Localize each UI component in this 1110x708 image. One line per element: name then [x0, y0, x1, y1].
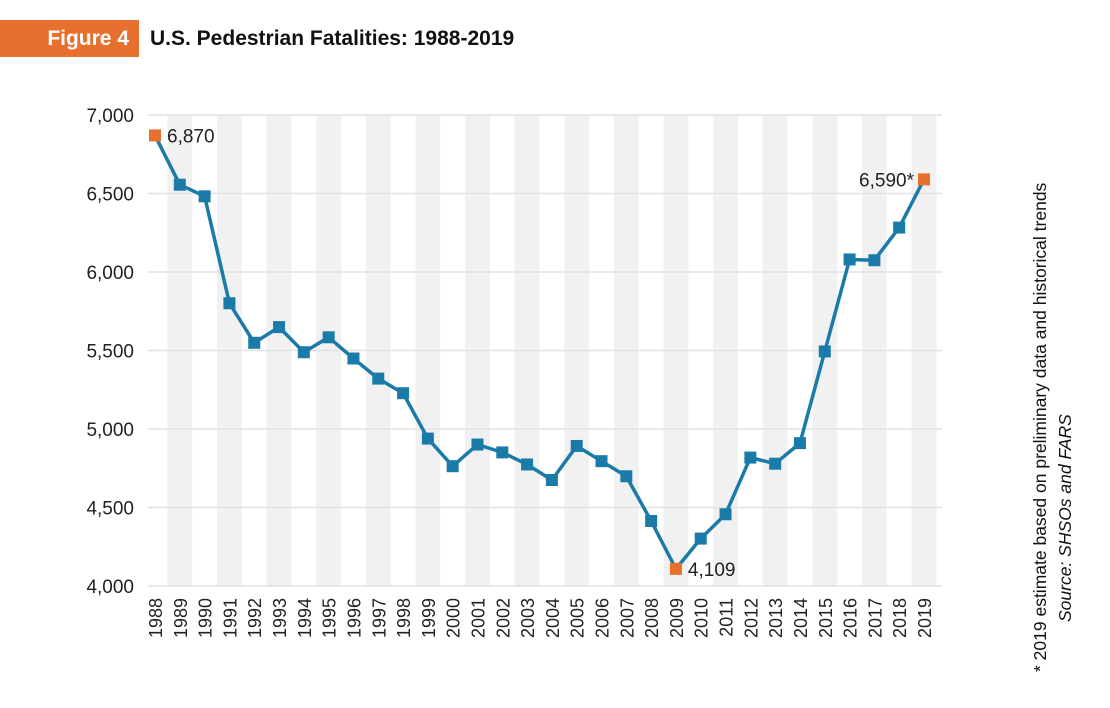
y-tick-label: 7,000	[86, 106, 134, 127]
x-tick-label: 2015	[816, 598, 836, 638]
x-tick-label: 2001	[468, 598, 488, 638]
data-marker-2003	[521, 458, 534, 471]
x-tick-label: 1998	[394, 598, 414, 638]
data-marker-1989	[173, 178, 186, 191]
y-tick-label: 6,500	[86, 185, 134, 206]
y-tick-label: 6,000	[86, 263, 134, 284]
data-labels: 6,870 4,109 6,590*	[167, 126, 915, 580]
y-tick-label: 5,000	[86, 420, 134, 441]
data-marker-2011	[719, 508, 732, 521]
figure-label: Figure 4	[0, 20, 139, 57]
data-marker-2015	[818, 345, 831, 358]
data-marker-1996	[347, 352, 360, 365]
x-tick-label: 2009	[667, 598, 687, 638]
x-tick-label: 1994	[295, 598, 315, 638]
data-marker-1999	[421, 432, 434, 445]
x-tick-label: 2012	[741, 598, 761, 638]
x-tick-label: 1997	[369, 598, 389, 638]
data-marker-2012	[744, 451, 757, 464]
x-tick-label: 1990	[196, 598, 216, 638]
data-marker-1994	[297, 346, 310, 359]
x-tick-label: 1999	[419, 598, 439, 638]
x-tick-label: 2008	[642, 598, 662, 638]
x-tick-label: 2007	[617, 598, 637, 638]
data-marker-2005	[570, 439, 583, 452]
y-tick-label: 4,500	[86, 499, 134, 520]
estimate-footnote: * 2019 estimate based on preliminary dat…	[1030, 182, 1050, 672]
line-chart: 4,000 4,500 5,000 5,500 6,000 6,500 7,000 1988…	[86, 106, 942, 638]
x-axis-tick-labels: 1988 1989 1990 1991 1992 1993 1994 1995 1996 1997…	[146, 598, 935, 638]
highlight-marker-1988	[149, 129, 161, 142]
x-tick-label: 1993	[270, 598, 290, 638]
gridlines	[148, 114, 942, 587]
data-label-2009: 4,109	[688, 560, 736, 581]
x-tick-label: 2010	[692, 598, 712, 638]
x-tick-label: 1991	[220, 598, 240, 638]
data-marker-1997	[372, 372, 385, 385]
data-label-1988: 6,870	[167, 126, 215, 147]
data-label-2019: 6,590*	[859, 170, 915, 191]
data-marker-1998	[397, 387, 410, 400]
highlight-marker-2019	[918, 173, 930, 186]
x-tick-label: 2000	[444, 598, 464, 638]
source-note: Source: SHSOs and FARS	[1055, 414, 1075, 622]
data-marker-1993	[273, 321, 286, 334]
x-tick-label: 2006	[593, 598, 613, 638]
x-tick-label: 2003	[518, 598, 538, 638]
data-marker-2016	[843, 253, 856, 266]
x-tick-label: 1989	[171, 598, 191, 638]
x-tick-label: 2014	[791, 598, 811, 638]
data-marker-2002	[496, 446, 509, 459]
data-marker-2004	[545, 474, 558, 487]
x-tick-label: 2011	[717, 598, 737, 637]
x-tick-label: 1988	[146, 598, 166, 638]
x-tick-label: 2018	[890, 598, 910, 638]
x-tick-label: 2017	[865, 598, 885, 638]
data-marker-2014	[793, 437, 806, 450]
data-marker-2008	[645, 515, 658, 528]
x-tick-label: 2005	[568, 598, 588, 638]
y-axis-tick-labels: 4,000 4,500 5,000 5,500 6,000 6,500 7,000	[86, 106, 134, 598]
data-marker-2007	[620, 470, 633, 483]
data-marker-1995	[322, 331, 335, 344]
x-tick-label: 1995	[320, 598, 340, 638]
data-marker-2017	[868, 254, 881, 267]
data-marker-1992	[248, 336, 261, 349]
chart-title: U.S. Pedestrian Fatalities: 1988-2019	[150, 27, 515, 50]
highlight-marker-2009	[669, 562, 682, 575]
data-markers	[149, 129, 930, 575]
x-tick-label: 2013	[766, 598, 786, 638]
data-marker-1990	[198, 190, 211, 203]
y-tick-label: 5,500	[86, 342, 134, 363]
data-marker-2010	[694, 532, 707, 545]
x-tick-label: 2004	[543, 598, 563, 638]
x-tick-label: 1992	[245, 598, 265, 638]
x-tick-label: 2002	[493, 598, 513, 638]
data-marker-2001	[471, 438, 484, 451]
data-marker-2018	[893, 221, 906, 234]
x-tick-label: 1996	[344, 598, 364, 638]
data-marker-2000	[446, 460, 459, 473]
x-tick-label: 2019	[915, 598, 935, 638]
data-marker-2013	[769, 457, 782, 470]
data-marker-2006	[595, 455, 608, 468]
x-tick-label: 2016	[841, 598, 861, 638]
y-tick-label: 4,000	[86, 577, 134, 598]
data-marker-1991	[223, 297, 236, 310]
